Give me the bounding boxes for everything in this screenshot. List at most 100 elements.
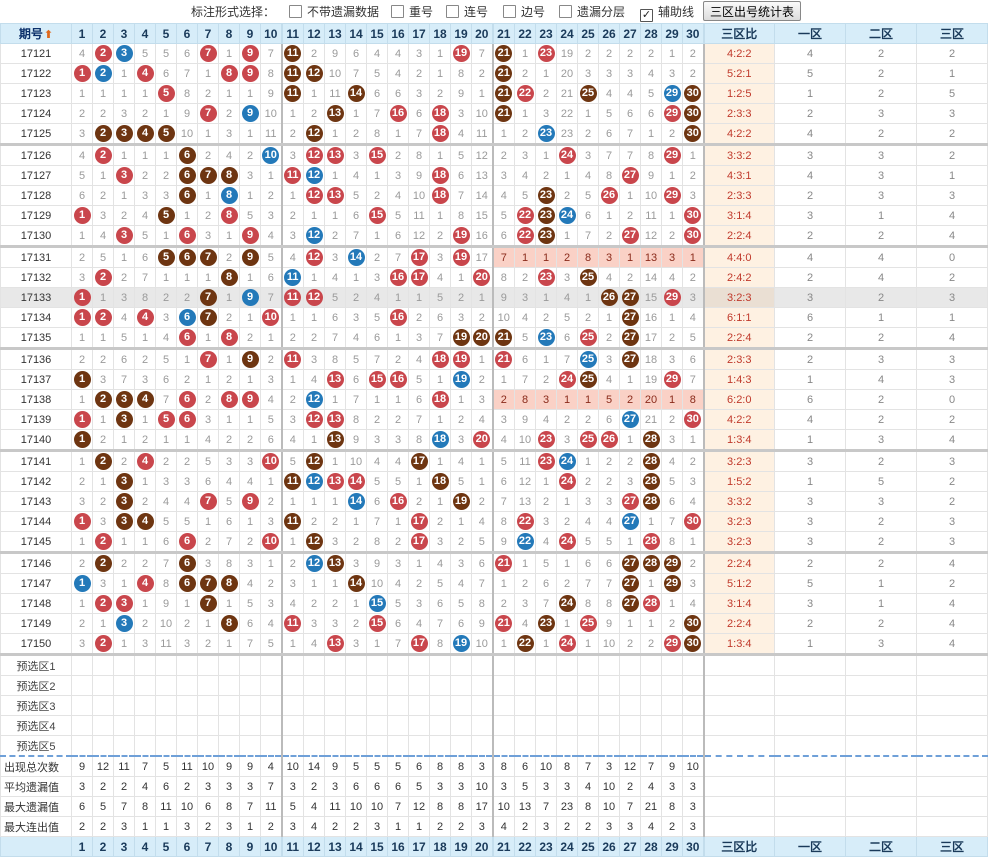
predict-cell[interactable] [218, 735, 240, 757]
predict-cell[interactable] [134, 654, 156, 676]
predict-cell[interactable] [491, 675, 515, 696]
predict-cell[interactable] [556, 695, 578, 716]
predict-row[interactable]: 预选区3 [0, 695, 988, 716]
predict-cell[interactable] [260, 654, 282, 676]
draw-row[interactable]: 17145 1 2 1 1 6 6 2 7 2 10 1 12 3 2 8 2 17 3 2 5 9 22 4 24 5 5 1 28 8… [0, 531, 988, 554]
predict-cell[interactable] [387, 715, 409, 736]
draw-row[interactable]: 17142 2 1 3 1 3 3 6 4 4 1 11 12 13 14 5 5 1 18 5 1 6 12 1 24 2 2 3 2… [0, 471, 988, 492]
draw-row[interactable]: 17139 1 1 3 1 5 6 3 1 1 5 3 12 13 8 2 2 7 1 2 4 3 9 4 2 2 6 27 21 2 30… [0, 409, 988, 430]
predict-cell[interactable] [176, 715, 198, 736]
predict-cell[interactable] [619, 695, 641, 716]
predict-cell[interactable] [577, 675, 599, 696]
predict-cell[interactable] [471, 695, 493, 716]
predict-cell[interactable] [514, 675, 536, 696]
predict-cell[interactable] [408, 735, 430, 757]
checkbox-icon[interactable] [289, 5, 302, 18]
predict-cell[interactable] [661, 715, 683, 736]
predict-cell[interactable] [280, 675, 304, 696]
predict-cell[interactable] [260, 695, 282, 716]
predict-cell[interactable] [598, 675, 620, 696]
predict-cell[interactable] [303, 654, 325, 676]
predict-cell[interactable] [218, 654, 240, 676]
predict-cell[interactable] [661, 654, 683, 676]
predict-cell[interactable] [239, 675, 261, 696]
predict-cell[interactable] [471, 735, 493, 757]
predict-cell[interactable] [260, 735, 282, 757]
predict-cell[interactable] [619, 654, 641, 676]
predict-cell[interactable] [71, 675, 93, 696]
predict-cell[interactable] [92, 735, 114, 757]
predict-cell[interactable] [197, 715, 219, 736]
predict-cell[interactable] [345, 715, 367, 736]
predict-cell[interactable] [598, 654, 620, 676]
predict-cell[interactable] [535, 735, 557, 757]
option-no-miss-data[interactable]: 不带遗漏数据 [289, 4, 379, 20]
predict-cell[interactable] [514, 654, 536, 676]
draw-row[interactable]: 17148 1 2 3 1 9 1 7 1 5 3 4 2 2 1 15 5 3 6 5 8 2 3 7 24 8 8 27 28 1 4 3… [0, 593, 988, 614]
draw-row[interactable]: 17122 1 2 1 4 6 7 1 8 9 8 11 12 10 7 5 4 2 1 8 2 21 2 1 20 3 3 3 4 3 2… [0, 63, 988, 84]
draw-row[interactable]: 17134 1 2 4 4 3 6 7 2 1 10 1 1 6 3 5 16 2 6 3 2 10 4 2 5 2 1 27 16 1 4… [0, 307, 988, 328]
predict-cell[interactable] [218, 675, 240, 696]
predict-cell[interactable] [556, 735, 578, 757]
predict-cell[interactable] [429, 695, 451, 716]
predict-cell[interactable] [619, 675, 641, 696]
predict-cell[interactable] [429, 735, 451, 757]
predict-cell[interactable] [450, 735, 472, 757]
predict-cell[interactable] [324, 735, 346, 757]
predict-cell[interactable] [92, 675, 114, 696]
predict-cell[interactable] [345, 695, 367, 716]
predict-cell[interactable] [280, 654, 304, 676]
draw-row[interactable]: 17132 3 2 2 7 1 1 1 8 1 6 11 1 4 1 3 16 17 4 1 20 8 2 23 3 25 4 2 14… [0, 267, 988, 288]
predict-cell[interactable] [324, 654, 346, 676]
predict-cell[interactable] [303, 695, 325, 716]
predict-cell[interactable] [113, 695, 135, 716]
predict-cell[interactable] [471, 654, 493, 676]
predict-row[interactable]: 预选区2 [0, 675, 988, 696]
draw-row[interactable]: 17147 1 3 1 4 8 6 7 8 4 2 3 1 1 14 10 4 2 5 4 7 1 2 6 2 7 7 27 1 29 3 5… [0, 573, 988, 594]
checkbox-checked-icon[interactable] [640, 9, 653, 22]
predict-cell[interactable] [514, 735, 536, 757]
draw-row[interactable]: 17131 2 5 1 6 5 6 7 2 9 5 4 12 3 14 2 7 17 3 19 17 7 1 1 2 8 3 1 13 3… [0, 246, 988, 268]
predict-cell[interactable] [514, 695, 536, 716]
draw-row[interactable]: 17123 1 1 1 1 5 8 2 1 1 9 11 1 11 14 6 6 3 2 9 1 21 22 2 21 25 4 4 5… [0, 83, 988, 104]
predict-cell[interactable] [134, 695, 156, 716]
predict-cell[interactable] [577, 654, 599, 676]
predict-cell[interactable] [471, 675, 493, 696]
zone-stats-button[interactable]: 三区出号统计表 [703, 1, 801, 21]
predict-cell[interactable] [197, 735, 219, 757]
predict-cell[interactable] [239, 695, 261, 716]
predict-cell[interactable] [556, 715, 578, 736]
predict-cell[interactable] [450, 695, 472, 716]
predict-cell[interactable] [197, 654, 219, 676]
predict-cell[interactable] [176, 735, 198, 757]
predict-cell[interactable] [450, 654, 472, 676]
predict-cell[interactable] [134, 675, 156, 696]
predict-cell[interactable] [155, 715, 177, 736]
predict-cell[interactable] [387, 695, 409, 716]
predict-cell[interactable] [218, 715, 240, 736]
checkbox-icon[interactable] [559, 5, 572, 18]
predict-cell[interactable] [92, 654, 114, 676]
draw-row[interactable]: 17130 1 4 3 5 1 6 3 1 9 4 3 12 2 7 1 6 12 2 19 16 6 22 23 1 7 2 27 1… [0, 225, 988, 248]
option-guide-line[interactable]: 辅助线 [640, 4, 694, 22]
draw-row[interactable]: 17133 1 1 3 8 2 2 7 1 9 7 11 12 5 2 4 1 1 5 2 1 9 3 1 4 1 26 27 15 29… [0, 287, 988, 308]
predict-cell[interactable] [429, 715, 451, 736]
predict-cell[interactable] [366, 715, 388, 736]
predict-cell[interactable] [577, 695, 599, 716]
draw-row[interactable]: 17146 2 2 2 2 7 6 3 8 3 1 2 12 13 3 9 3 1 4 3 6 21 1 5 1 6 6 27 28 29… [0, 552, 988, 574]
predict-cell[interactable] [176, 675, 198, 696]
predict-cell[interactable] [71, 735, 93, 757]
draw-row[interactable]: 17136 2 2 6 2 5 1 7 1 9 2 11 3 8 5 7 2 4 18 19 1 21 6 1 7 25 3 27 18… [0, 348, 988, 370]
predict-cell[interactable] [366, 695, 388, 716]
predict-cell[interactable] [408, 695, 430, 716]
predict-cell[interactable] [176, 695, 198, 716]
predict-cell[interactable] [535, 695, 557, 716]
predict-cell[interactable] [661, 735, 683, 757]
predict-cell[interactable] [535, 675, 557, 696]
predict-cell[interactable] [324, 675, 346, 696]
checkbox-icon[interactable] [503, 5, 516, 18]
predict-cell[interactable] [324, 715, 346, 736]
predict-cell[interactable] [471, 715, 493, 736]
predict-cell[interactable] [387, 675, 409, 696]
predict-cell[interactable] [345, 735, 367, 757]
